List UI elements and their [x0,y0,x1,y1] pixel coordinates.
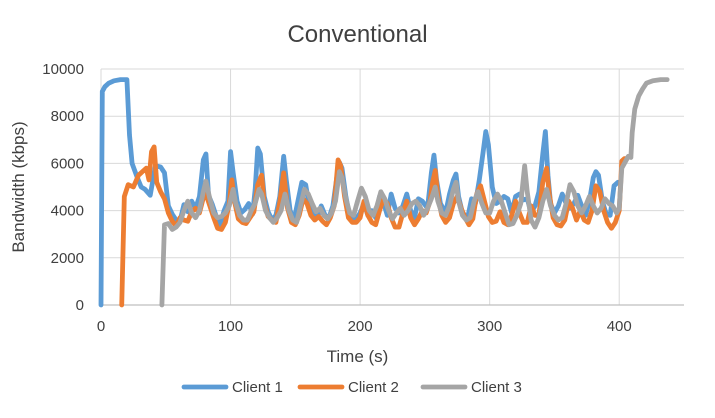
x-tick-label-3: 300 [477,318,502,335]
chart-title: Conventional [287,21,427,48]
legend: Client 1 Client 2 Client 3 [181,379,522,396]
legend-item-client-2: Client 2 [297,379,399,396]
y-axis-label: Bandwidth (kbps) [9,121,28,252]
y-tick-label-2: 4000 [51,203,84,220]
y-tick-label-5: 10000 [42,61,84,78]
y-tick-label-4: 8000 [51,108,84,125]
legend-label-client-1: Client 1 [232,379,283,396]
legend-item-client-1: Client 1 [181,379,283,396]
y-tick-label-1: 2000 [51,250,84,267]
y-tick-label-0: 0 [76,297,84,314]
legend-label-client-3: Client 3 [471,379,522,396]
x-tick-label-4: 400 [607,318,632,335]
x-tick-label-2: 200 [348,318,373,335]
x-tick-label-0: 0 [97,318,105,335]
legend-label-client-2: Client 2 [348,379,399,396]
series-line-client-3 [159,77,670,308]
legend-item-client-3: Client 3 [420,379,522,396]
x-axis-label: Time (s) [327,347,389,366]
y-tick-label-3: 6000 [51,155,84,172]
series-layer [98,77,670,308]
tick-layer: 0 2000 4000 6000 8000 10000 0 100 200 300 400 [42,61,631,335]
x-tick-label-1: 100 [218,318,243,335]
